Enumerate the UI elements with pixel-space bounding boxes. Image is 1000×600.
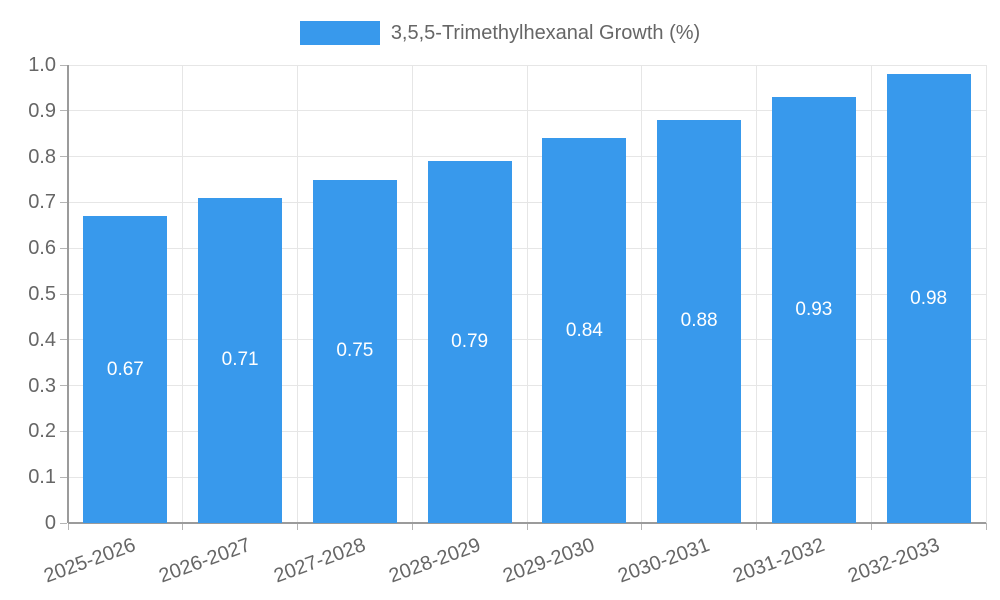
y-tick-mark bbox=[60, 522, 67, 524]
x-axis-tick-label: 2027-2028 bbox=[270, 534, 369, 588]
y-axis-tick-label: 0.5 bbox=[28, 283, 56, 305]
x-tick-mark bbox=[870, 523, 872, 530]
y-axis-tick-label: 0 bbox=[44, 512, 56, 534]
legend-label: 3,5,5-Trimethylhexanal Growth (%) bbox=[390, 21, 701, 44]
y-tick-mark bbox=[60, 201, 67, 203]
y-axis-tick-label: 0.2 bbox=[28, 420, 56, 443]
bar[interactable] bbox=[198, 197, 283, 523]
y-tick-mark bbox=[60, 476, 67, 478]
y-tick-mark bbox=[60, 385, 67, 387]
x-tick-mark bbox=[67, 523, 69, 530]
x-gridline bbox=[870, 65, 872, 523]
x-gridline bbox=[756, 65, 757, 523]
x-axis-line bbox=[68, 522, 986, 524]
y-axis-tick-label: 0.3 bbox=[28, 374, 56, 397]
bar[interactable] bbox=[312, 179, 397, 523]
x-axis-tick-label: 2032-2033 bbox=[844, 534, 943, 588]
y-tick-mark bbox=[60, 430, 67, 432]
y-axis-tick-label: 0.6 bbox=[28, 237, 56, 260]
x-axis-tick-label: 2025-2026 bbox=[41, 534, 139, 588]
x-tick-mark bbox=[182, 523, 184, 530]
x-axis-tick-label: 2029-2030 bbox=[500, 534, 598, 588]
y-tick-mark bbox=[60, 247, 67, 249]
x-gridline bbox=[641, 65, 643, 523]
y-tick-mark bbox=[60, 64, 67, 66]
bar[interactable] bbox=[427, 161, 512, 523]
x-gridline bbox=[985, 65, 987, 523]
x-gridline bbox=[411, 65, 413, 523]
y-axis-line bbox=[67, 65, 69, 523]
bar[interactable] bbox=[886, 74, 971, 523]
y-axis-tick-label: 1.0 bbox=[28, 54, 56, 76]
legend-swatch bbox=[299, 21, 380, 45]
bar[interactable] bbox=[83, 216, 168, 523]
x-tick-mark bbox=[526, 523, 528, 530]
x-tick-mark bbox=[641, 523, 643, 530]
y-tick-mark bbox=[60, 339, 67, 341]
y-axis-tick-label: 0.9 bbox=[28, 99, 56, 122]
x-tick-mark bbox=[297, 523, 298, 530]
y-axis-tick-label: 0.8 bbox=[28, 145, 56, 168]
x-axis-tick-label: 2031-2032 bbox=[729, 534, 828, 588]
y-axis-tick-label: 0.7 bbox=[28, 191, 56, 214]
legend[interactable]: 3,5,5-Trimethylhexanal Growth (%) bbox=[0, 20, 1000, 46]
x-gridline bbox=[526, 65, 528, 523]
x-axis-tick-label: 2026-2027 bbox=[156, 534, 254, 588]
bar[interactable] bbox=[771, 97, 856, 523]
x-axis-tick-label: 2028-2029 bbox=[385, 534, 484, 588]
x-tick-mark bbox=[985, 523, 987, 530]
y-axis-tick-label: 0.1 bbox=[28, 466, 56, 489]
y-axis-tick-label: 0.4 bbox=[28, 328, 56, 351]
y-tick-mark bbox=[60, 110, 67, 112]
bar[interactable] bbox=[542, 138, 627, 523]
x-tick-mark bbox=[411, 523, 413, 530]
bar[interactable] bbox=[657, 119, 742, 523]
y-tick-mark bbox=[60, 156, 67, 158]
x-axis-tick-label: 2030-2031 bbox=[615, 534, 713, 588]
y-tick-mark bbox=[60, 293, 67, 295]
x-gridline bbox=[182, 65, 184, 523]
x-gridline bbox=[297, 65, 298, 523]
x-tick-mark bbox=[756, 523, 757, 530]
